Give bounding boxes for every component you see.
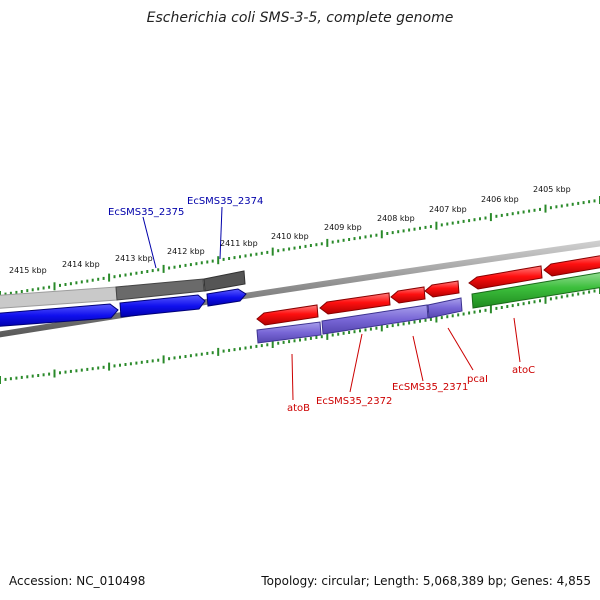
genome-summary: Topology: circular; Length: 5,068,389 bp… [261, 574, 591, 588]
label-leaders [142, 206, 521, 401]
kbp-label: 2412 kbp [167, 247, 205, 256]
gene-ecsms35-2375-b[interactable] [119, 294, 206, 318]
cds-bar-1 [256, 321, 322, 344]
gene-ecsms35-2371[interactable] [390, 286, 426, 304]
gene-label-atoc: atoC [512, 365, 535, 376]
kbp-labels: 2405 kbp 2406 kbp 2407 kbp 2408 kbp 2409… [9, 185, 571, 275]
gene-atob[interactable] [256, 304, 319, 326]
kbp-label: 2413 kbp [115, 254, 153, 263]
kbp-label: 2414 kbp [62, 260, 100, 269]
map-title: Escherichia coli SMS-3-5, complete genom… [146, 10, 454, 26]
feature-band-dark [115, 278, 205, 301]
cds-bar-3 [427, 297, 463, 319]
gene-label-ecsms35-2374: EcSMS35_2374 [187, 196, 263, 207]
gene-label-atob: atoB [287, 403, 310, 414]
kbp-label: 2407 kbp [429, 205, 467, 214]
accession-label: Accession: NC_010498 [9, 574, 146, 588]
kbp-label: 2410 kbp [271, 232, 309, 241]
gene-atoc[interactable] [468, 265, 543, 290]
gene-ecsms35-2375[interactable] [0, 303, 119, 327]
kbp-label: 2411 kbp [220, 239, 258, 248]
gene-ecsms35-2372[interactable] [319, 292, 391, 315]
cds-bar-2 [321, 304, 429, 335]
kbp-label: 2405 kbp [533, 185, 571, 194]
gene-label-pcai: pcaI [467, 374, 488, 385]
gene-label-ecsms35-2375: EcSMS35_2375 [108, 207, 184, 218]
tick-ruler-upper [0, 196, 600, 299]
gene-label-ecsms35-2372: EcSMS35_2372 [316, 396, 392, 407]
kbp-label: 2409 kbp [324, 223, 362, 232]
kbp-label: 2415 kbp [9, 266, 47, 275]
tick-ruler-lower [0, 286, 600, 384]
gene-ecsms35-2374[interactable] [206, 288, 247, 307]
genome-backbone [0, 240, 600, 338]
gene-pcai[interactable] [424, 280, 460, 298]
kbp-label: 2408 kbp [377, 214, 415, 223]
gene-red-right[interactable] [543, 254, 600, 277]
cds-green [471, 272, 600, 309]
kbp-label: 2406 kbp [481, 195, 519, 204]
gene-label-ecsms35-2371: EcSMS35_2371 [392, 382, 468, 393]
feature-band-dark-2 [203, 270, 246, 292]
